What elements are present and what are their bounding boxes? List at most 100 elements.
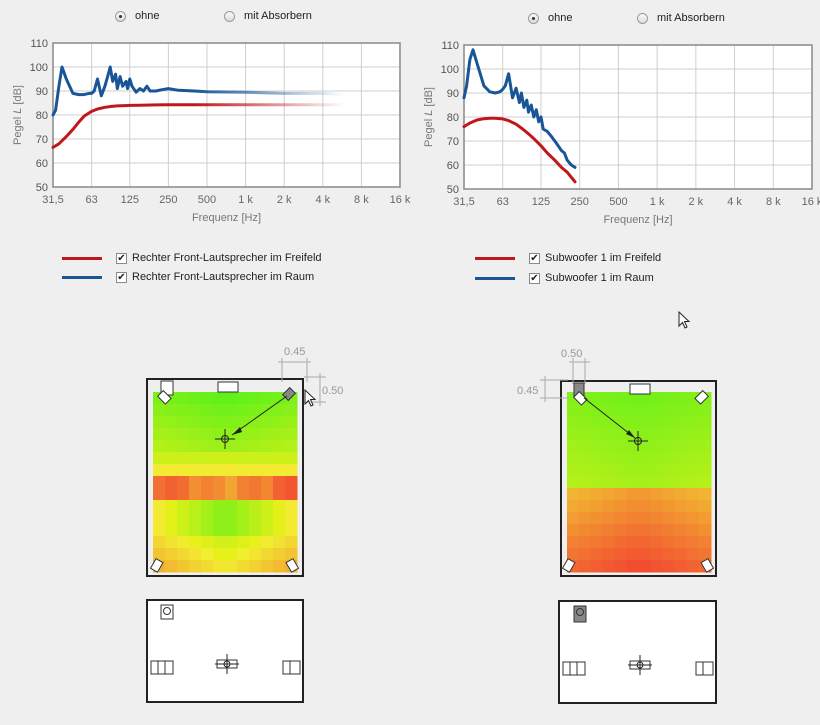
right-checkbox-raum[interactable]: ✔	[529, 272, 540, 284]
x-tick-label: 250	[159, 194, 177, 206]
heatmap-cell	[591, 524, 604, 537]
left-checkbox-freifeld[interactable]: ✔	[116, 252, 127, 264]
radio-dot-icon	[528, 12, 539, 24]
heatmap-cell	[687, 428, 700, 441]
heatmap-cell	[201, 536, 214, 549]
listener-side-icon[interactable]	[628, 655, 652, 675]
heatmap-cell	[177, 488, 190, 501]
heatmap-cell	[237, 476, 250, 489]
heatmap-cell	[201, 404, 214, 417]
heatmap-cell	[663, 500, 676, 513]
heatmap-cell	[675, 524, 688, 537]
listener-position-icon[interactable]	[215, 429, 235, 449]
heatmap-cell	[261, 524, 274, 537]
listener-side-icon[interactable]	[215, 654, 239, 674]
speaker-left-icon[interactable]	[156, 389, 172, 405]
heatmap-cell	[165, 452, 178, 465]
speaker-rear-right-icon[interactable]	[700, 557, 715, 573]
dimension-markers	[278, 358, 326, 406]
heatmap-cell	[213, 392, 226, 405]
heatmap-cell	[153, 500, 166, 513]
y-tick-label: 100	[30, 62, 48, 74]
heatmap-cell	[603, 476, 616, 489]
y-axis-label: Pegel L [dB]	[12, 85, 24, 145]
heatmap-cell	[177, 452, 190, 465]
heatmap-cell	[273, 476, 286, 489]
heatmap-cell	[687, 440, 700, 453]
left-checkbox-raum[interactable]: ✔	[116, 271, 127, 283]
heatmap-cell	[651, 404, 664, 417]
heatmap-cell	[591, 452, 604, 465]
heatmap-cell	[189, 536, 202, 549]
listener-position-icon[interactable]	[628, 431, 648, 451]
radio-dot-icon	[224, 10, 235, 22]
heatmap-cell	[591, 500, 604, 513]
heatmap-cell	[261, 428, 274, 441]
y-tick-label: 60	[447, 160, 459, 172]
heatmap-cell	[177, 404, 190, 417]
heatmap-cell	[603, 512, 616, 525]
left-legend-raum: ✔ Rechter Front-Lautsprecher im Raum	[62, 271, 314, 283]
y-tick-label: 80	[447, 112, 459, 124]
speaker-side-left-icon[interactable]	[150, 660, 174, 675]
y-axis-label: Pegel L [dB]	[423, 87, 435, 147]
y-tick-label: 60	[36, 158, 48, 170]
heatmap-cell	[237, 500, 250, 513]
heatmap-cell	[237, 488, 250, 501]
heatmap-cell	[579, 548, 592, 561]
heatmap-cell	[639, 548, 652, 561]
heatmap-cell	[579, 428, 592, 441]
direction-arrow	[583, 397, 636, 439]
heatmap-cell	[615, 464, 628, 477]
heatmap-cell	[567, 524, 580, 537]
heatmap-cell	[663, 452, 676, 465]
y-tick-label: 90	[447, 88, 459, 100]
heatmap-cell	[651, 524, 664, 537]
heatmap-cell	[639, 500, 652, 513]
heatmap-cell	[663, 464, 676, 477]
heatmap-cell	[663, 428, 676, 441]
heatmap-cell	[165, 512, 178, 525]
heatmap-cell	[177, 524, 190, 537]
heatmap-cell	[699, 452, 712, 465]
heatmap-cell	[651, 392, 664, 405]
mouse-cursor-icon	[304, 388, 317, 407]
speaker-rear-left-icon[interactable]	[561, 557, 576, 573]
heatmap-cell	[273, 440, 286, 453]
heatmap-cell	[675, 548, 688, 561]
speaker-right-icon[interactable]	[694, 389, 710, 405]
speaker-center-icon[interactable]	[217, 381, 239, 393]
heatmap-cell	[165, 476, 178, 489]
heatmap-cell	[285, 524, 298, 537]
heatmap-cell	[615, 512, 628, 525]
heatmap-cell	[627, 560, 640, 573]
heatmap-cell	[615, 392, 628, 405]
heatmap-cell	[579, 488, 592, 501]
x-tick-label: 500	[609, 196, 627, 208]
arrow-head-icon	[232, 427, 242, 435]
heatmap-cell	[201, 392, 214, 405]
left-radio-ohne[interactable]: ohne	[115, 10, 159, 22]
heatmap-cell	[213, 404, 226, 417]
speaker-side-left-icon[interactable]	[562, 661, 586, 676]
legend-line-freifeld	[475, 256, 515, 260]
heatmap-cell	[249, 512, 262, 525]
heatmap-cell	[567, 416, 580, 429]
speaker-rear-left-icon[interactable]	[149, 557, 164, 573]
right-checkbox-freifeld[interactable]: ✔	[529, 252, 540, 264]
speaker-rear-right-icon[interactable]	[285, 557, 300, 573]
left-radio-mit-absorbern[interactable]: mit Absorbern	[224, 10, 312, 22]
speaker-center-icon[interactable]	[629, 383, 651, 395]
heatmap-cell	[273, 500, 286, 513]
speaker-side-right-icon[interactable]	[695, 661, 714, 676]
heatmap-cell	[675, 464, 688, 477]
heatmap-cell	[651, 452, 664, 465]
speaker-side-right-icon[interactable]	[282, 660, 301, 675]
right-radio-mit-absorbern[interactable]: mit Absorbern	[637, 12, 725, 24]
heatmap-cell	[591, 536, 604, 549]
heatmap-cell	[237, 452, 250, 465]
right-radio-ohne[interactable]: ohne	[528, 12, 572, 24]
heatmap-cell	[249, 548, 262, 561]
speaker-left-icon[interactable]	[572, 390, 588, 406]
heatmap-cell	[675, 404, 688, 417]
